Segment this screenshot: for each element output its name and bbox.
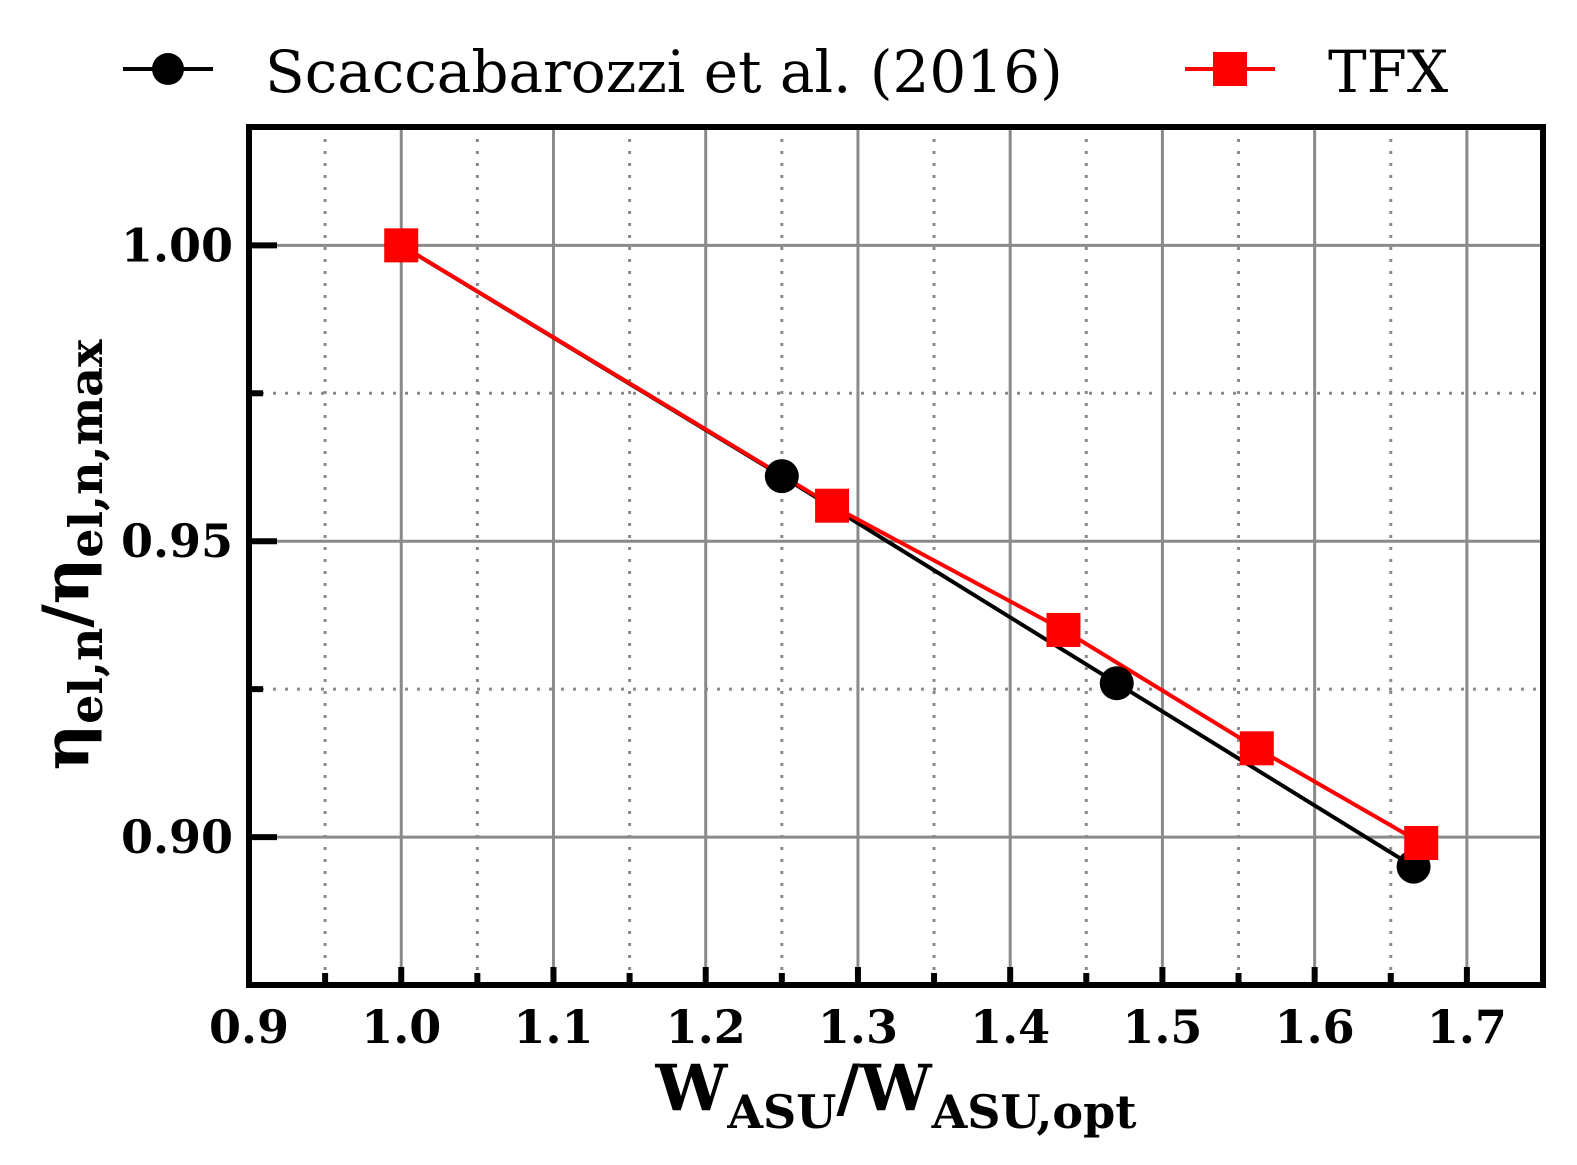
y-axis-title-main: η bbox=[29, 724, 104, 771]
x-tick-label: 1.0 bbox=[361, 1000, 441, 1054]
x-tick-label: 1.1 bbox=[513, 1000, 593, 1054]
y-axis-title: ηel,n/ηel,n,max bbox=[29, 339, 113, 770]
y-axis-title-sub2: el,n,max bbox=[59, 339, 113, 558]
y-axis-title-main2: η bbox=[29, 558, 104, 605]
y-tick-label: 0.95 bbox=[121, 514, 233, 568]
x-tick-label: 1.4 bbox=[970, 1000, 1050, 1054]
x-axis-title-main2: W bbox=[859, 1051, 933, 1126]
legend-label-tfx: TFX bbox=[1328, 38, 1449, 106]
plot-frame bbox=[246, 124, 1546, 988]
legend-entry-scaccabarozzi: Scaccabarozzi et al. (2016) bbox=[123, 38, 1063, 106]
x-tick-label: 1.2 bbox=[666, 1000, 746, 1054]
x-tick-label: 0.9 bbox=[209, 1000, 289, 1054]
data-point-tfx bbox=[384, 228, 419, 263]
x-axis-title-main: W bbox=[654, 1051, 728, 1126]
series-layer bbox=[384, 228, 1439, 884]
x-axis-title-sep: / bbox=[836, 1051, 860, 1126]
y-tick-labels: 0.90 0.95 1.00 bbox=[121, 218, 233, 864]
legend-marker-tfx bbox=[1213, 52, 1247, 86]
x-tick-label: 1.5 bbox=[1122, 1000, 1202, 1054]
x-axis-title: WASU/WASU,opt bbox=[654, 1051, 1137, 1139]
y-tick-label: 0.90 bbox=[121, 810, 233, 864]
x-axis-title-sub2: ASU,opt bbox=[931, 1085, 1138, 1139]
y-axis-title-sep: / bbox=[29, 604, 104, 628]
legend-marker-scaccabarozzi bbox=[152, 53, 184, 85]
legend: Scaccabarozzi et al. (2016) TFX bbox=[123, 38, 1449, 106]
data-point-tfx bbox=[1046, 612, 1081, 647]
data-point-tfx bbox=[1239, 731, 1274, 766]
x-tick-label: 1.7 bbox=[1427, 1000, 1507, 1054]
x-axis-title-sub: ASU bbox=[726, 1085, 836, 1139]
data-point-scaccabarozzi bbox=[764, 459, 799, 494]
y-axis-title-sub: el,n bbox=[59, 628, 113, 724]
data-point-tfx bbox=[815, 488, 850, 523]
y-tick-label: 1.00 bbox=[121, 218, 233, 272]
legend-entry-tfx: TFX bbox=[1185, 38, 1449, 106]
x-tick-label: 1.3 bbox=[818, 1000, 898, 1054]
data-point-tfx bbox=[1404, 825, 1439, 860]
ticks bbox=[246, 242, 1470, 988]
grid bbox=[247, 127, 1543, 987]
data-point-scaccabarozzi bbox=[1099, 666, 1134, 701]
x-tick-label: 1.6 bbox=[1275, 1000, 1355, 1054]
legend-label-scaccabarozzi: Scaccabarozzi et al. (2016) bbox=[265, 38, 1063, 106]
x-tick-labels: 0.9 1.0 1.1 1.2 1.3 1.4 1.5 1.6 1.7 bbox=[209, 1000, 1507, 1054]
